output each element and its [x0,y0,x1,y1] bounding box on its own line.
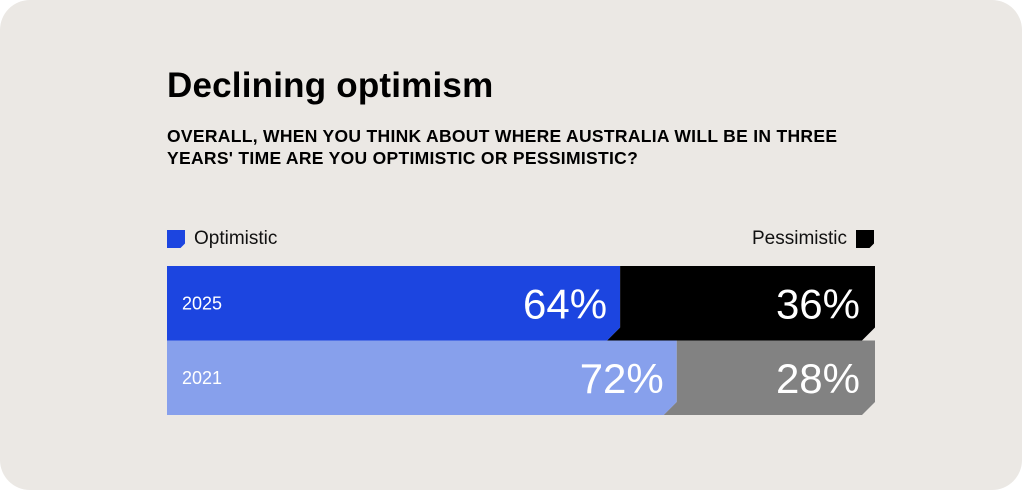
bar-optimistic-2021 [167,340,677,415]
data-label-optimistic-2021: 72% [580,355,664,402]
legend-label-pessimistic: Pessimistic [751,228,847,249]
legend-label-optimistic: Optimistic [194,228,278,249]
bar-pessimistic-2025 [607,266,875,341]
category-label-2025: 2025 [182,294,222,314]
category-label-2021: 2021 [182,368,222,388]
legend-swatch-pessimistic [856,230,874,248]
bar-pessimistic-2021 [663,340,875,415]
data-label-pessimistic-2025: 36% [776,280,860,327]
legend-swatch-optimistic [167,230,185,248]
bar-optimistic-2025 [167,266,621,341]
chart-title: Declining optimism [167,66,494,105]
data-label-pessimistic-2021: 28% [776,355,860,402]
chart-subtitle: OVERALL, WHEN YOU THINK ABOUT WHERE AUST… [167,126,838,168]
data-label-optimistic-2025: 64% [523,280,607,327]
legend-optimistic: Optimistic [167,228,277,250]
legend-pessimistic: Pessimistic [752,228,874,250]
